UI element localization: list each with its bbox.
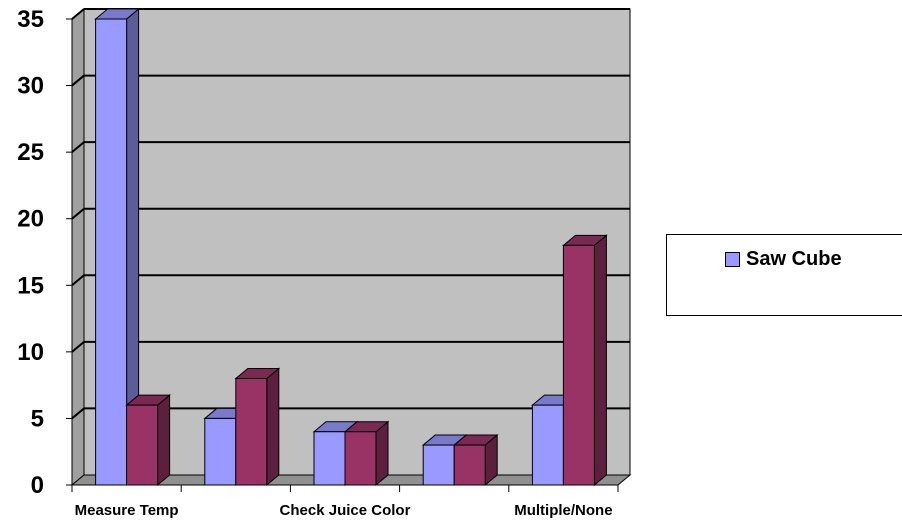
- legend-entry: Saw Cube: [725, 248, 842, 271]
- x-axis-category-labels: Measure Temp Check Juice Color Multiple/No…: [75, 502, 613, 519]
- bar-side: [593, 234, 607, 487]
- x-category-label: Check Juice Color: [280, 502, 411, 519]
- gridline-side: [71, 341, 85, 353]
- bar: [126, 404, 159, 486]
- back-wall: [83, 8, 631, 476]
- bar: [204, 417, 237, 486]
- gridline-side: [71, 74, 85, 87]
- bar: [422, 444, 455, 486]
- bar: [235, 377, 268, 486]
- bar: [531, 404, 564, 486]
- bar-side: [375, 420, 389, 487]
- y-axis-tick-labels: 0 5 10 15 20 25 30 35: [17, 6, 44, 499]
- x-category-label: Multiple/None: [514, 502, 612, 519]
- legend-label: Saw Cube: [746, 248, 842, 270]
- y-tick-label: 5: [31, 405, 44, 432]
- bars: [94, 7, 608, 487]
- legend-swatch: [725, 252, 740, 267]
- y-tick-label: 20: [17, 206, 44, 233]
- y-tick-label: 30: [17, 73, 44, 100]
- axes: [71, 19, 619, 492]
- y-tick-label: 10: [17, 339, 44, 366]
- bar-side: [157, 394, 171, 487]
- gridline-side: [71, 207, 85, 220]
- y-tick-label: 15: [17, 272, 44, 299]
- bar: [313, 431, 346, 486]
- bar: [344, 431, 377, 486]
- y-tick-label: 0: [31, 472, 44, 499]
- x-category-label: Measure Temp: [75, 502, 179, 519]
- legend: Saw Cube: [666, 234, 902, 316]
- bar: [562, 244, 595, 486]
- bar-side: [266, 367, 280, 487]
- bar: [453, 444, 486, 486]
- gridline-side: [71, 8, 85, 20]
- bar: [95, 18, 128, 486]
- y-tick-label: 25: [17, 139, 44, 166]
- gridline-side: [71, 141, 85, 153]
- gridline-side: [71, 407, 85, 420]
- gridline-side: [71, 274, 85, 287]
- y-tick-label: 35: [17, 6, 44, 33]
- chart-walls: [70, 7, 632, 487]
